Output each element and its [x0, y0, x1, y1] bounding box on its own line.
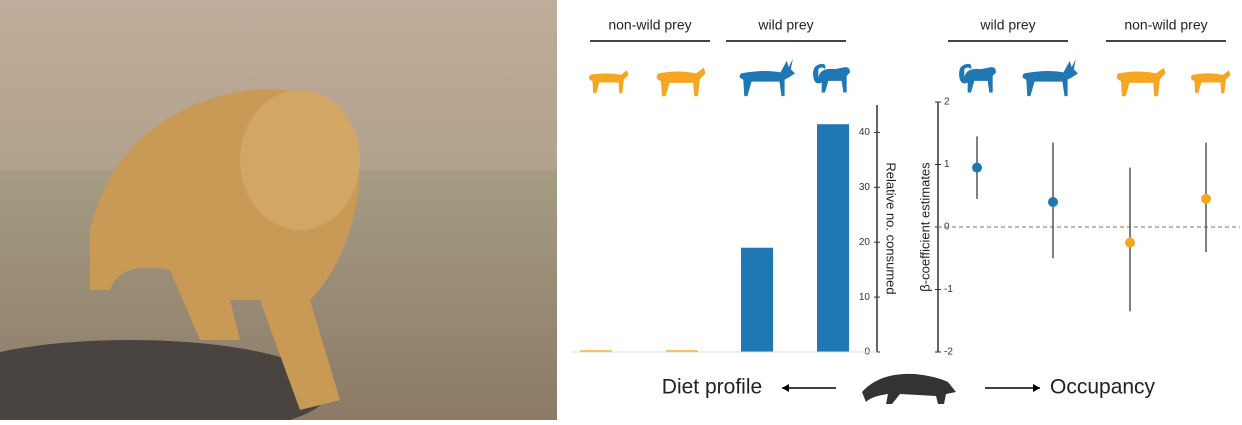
point — [1125, 237, 1135, 248]
footer-left: Diet profile — [662, 376, 762, 399]
deer-icon — [739, 58, 795, 97]
bar — [580, 350, 612, 352]
group-label: wild prey — [979, 17, 1035, 33]
y-tick-label: 1 — [944, 159, 950, 170]
y-tick-label: 40 — [859, 127, 871, 138]
bar — [817, 124, 849, 352]
diet-chart: non-wild prey wild prey010203040Relative … — [572, 17, 899, 358]
monkey-icon — [959, 63, 996, 93]
y-axis-label: Relative no. consumed — [884, 162, 899, 294]
arrow-head — [782, 384, 789, 392]
dog-icon — [589, 70, 629, 94]
cow-icon — [1116, 67, 1166, 97]
arrow-head — [1033, 384, 1040, 392]
group-label: non-wild prey — [1124, 17, 1207, 33]
y-axis-label: β-coefficient estimates — [917, 162, 932, 292]
bar — [741, 247, 773, 352]
group-label: wild prey — [757, 17, 813, 33]
bar — [666, 350, 698, 352]
leopard-photo — [0, 0, 557, 425]
group-label: non-wild prey — [608, 17, 691, 33]
dog-icon — [1191, 70, 1231, 94]
point — [972, 162, 982, 173]
monkey-icon — [813, 63, 850, 93]
cow-icon — [656, 67, 706, 97]
y-tick-label: 30 — [859, 182, 871, 193]
point — [1048, 197, 1058, 207]
leopard-icon — [862, 373, 956, 404]
y-tick-label: 2 — [944, 97, 950, 108]
animal-icons — [589, 58, 1231, 97]
y-tick-label: -1 — [944, 284, 953, 295]
y-tick-label: 10 — [859, 292, 871, 303]
occupancy-chart: wild prey non-wild prey-2-1012β-coefficie… — [917, 17, 1240, 358]
deer-icon — [1022, 58, 1078, 97]
y-tick-label: 20 — [859, 237, 871, 248]
y-tick-label: -2 — [944, 347, 953, 358]
point — [1201, 193, 1211, 204]
footer-right: Occupancy — [1050, 376, 1156, 399]
